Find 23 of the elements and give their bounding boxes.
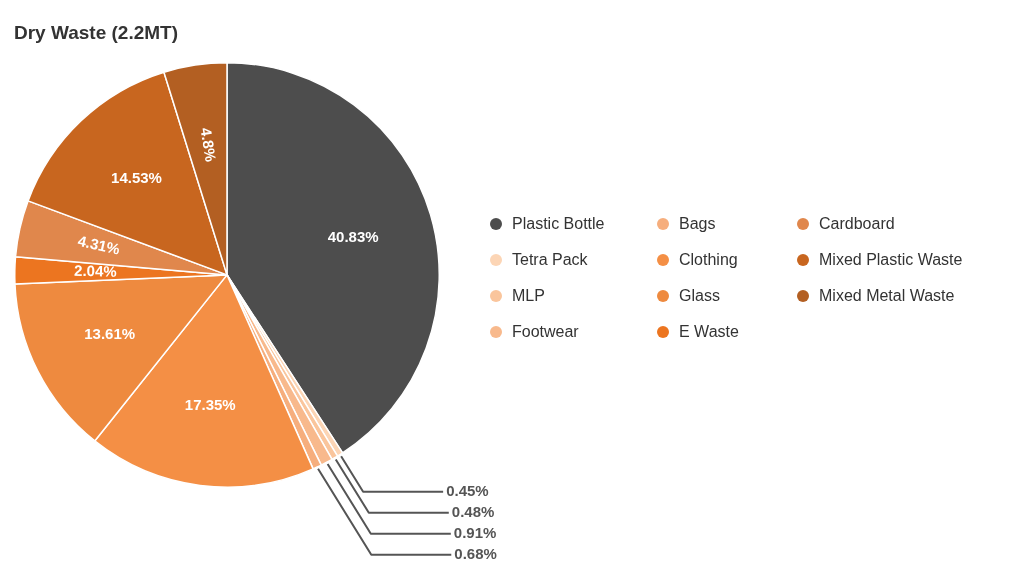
legend-label: E Waste bbox=[679, 323, 739, 341]
legend-label: Plastic Bottle bbox=[512, 215, 605, 233]
legend-label: Mixed Plastic Waste bbox=[819, 251, 963, 269]
data-label: 2.04% bbox=[74, 261, 117, 280]
legend-label: Mixed Metal Waste bbox=[819, 287, 955, 305]
data-label: 14.53% bbox=[111, 169, 162, 187]
data-label: 0.91% bbox=[453, 523, 497, 541]
data-label: 4.31% bbox=[76, 231, 122, 258]
chart-title: Dry Waste (2.2MT) bbox=[14, 21, 178, 43]
data-label: 13.61% bbox=[84, 324, 136, 342]
data-label: 0.68% bbox=[454, 544, 497, 562]
data-label: 0.48% bbox=[451, 502, 495, 520]
data-label: 0.45% bbox=[446, 481, 489, 499]
legend-label: Tetra Pack bbox=[512, 251, 588, 269]
legend-label: Clothing bbox=[679, 251, 738, 269]
legend-label: Glass bbox=[679, 287, 720, 305]
legend-label: Cardboard bbox=[819, 215, 895, 233]
legend-label: Footwear bbox=[512, 323, 579, 341]
data-label: 4.8% bbox=[197, 126, 220, 163]
legend-label: MLP bbox=[512, 287, 545, 305]
data-label: 17.35% bbox=[184, 395, 236, 413]
legend-label: Bags bbox=[679, 215, 716, 233]
data-label: 40.83% bbox=[327, 227, 379, 245]
